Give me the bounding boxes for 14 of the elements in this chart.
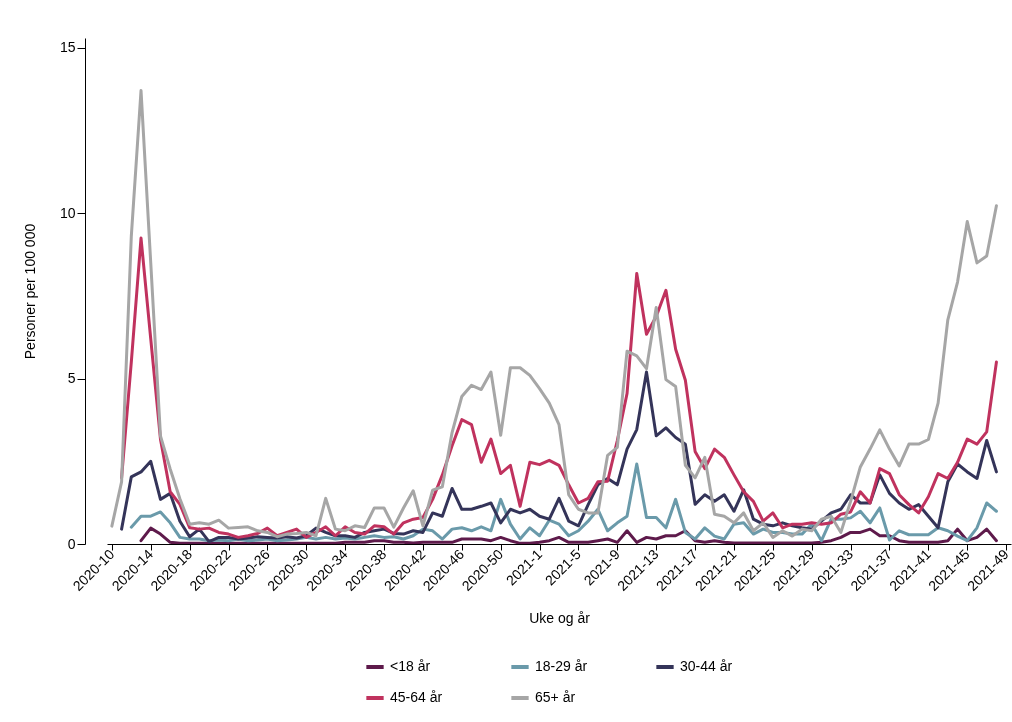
y-axis-title: Personer per 100 000 — [21, 223, 38, 360]
y-tick-label: 15 — [59, 39, 76, 56]
line-series — [129, 462, 998, 543]
y-tick-label: 10 — [59, 204, 76, 221]
y-tick-label: 0 — [67, 535, 76, 552]
line-series — [110, 89, 998, 539]
legend-label: <18 år — [390, 658, 431, 674]
legend-label: 18-29 år — [535, 658, 588, 674]
legend-label: 65+ år — [535, 689, 576, 705]
line-series — [139, 526, 998, 544]
y-tick-label: 5 — [67, 370, 76, 387]
legend-label: 30-44 år — [680, 658, 733, 674]
legend-label: 45-64 år — [390, 689, 443, 705]
x-axis-title: Uke og år — [529, 609, 591, 626]
